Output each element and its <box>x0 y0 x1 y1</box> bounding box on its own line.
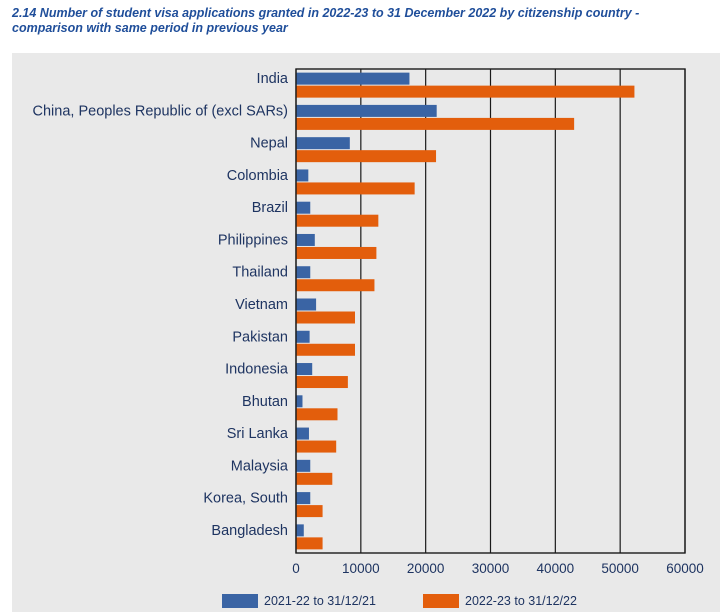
bar-prev-14 <box>296 524 304 537</box>
bar-curr-3 <box>296 182 415 195</box>
category-label: Bhutan <box>242 394 288 410</box>
category-label: Vietnam <box>235 297 288 313</box>
bar-prev-5 <box>296 233 315 246</box>
bar-curr-10 <box>296 408 338 421</box>
bar-prev-2 <box>296 137 350 150</box>
bar-curr-11 <box>296 440 337 453</box>
x-tick-label: 0 <box>292 561 300 576</box>
chart-title: 2.14 Number of student visa applications… <box>12 6 640 35</box>
bar-curr-13 <box>296 505 323 518</box>
bar-prev-0 <box>296 72 410 85</box>
legend-label: 2022-23 to 31/12/22 <box>465 594 577 608</box>
bar-curr-5 <box>296 246 377 259</box>
bar-prev-3 <box>296 169 309 182</box>
category-label: Colombia <box>227 168 289 184</box>
x-tick-label: 60000 <box>666 561 704 576</box>
legend-label: 2021-22 to 31/12/21 <box>264 594 376 608</box>
category-label: Sri Lanka <box>227 426 289 442</box>
category-label: Philippines <box>218 232 288 248</box>
category-label: Brazil <box>252 200 288 216</box>
bar-curr-1 <box>296 117 575 130</box>
category-label: Indonesia <box>225 362 289 378</box>
x-tick-label: 10000 <box>342 561 380 576</box>
bar-prev-9 <box>296 363 313 376</box>
category-label: China, Peoples Republic of (excl SARs) <box>33 103 288 119</box>
bar-prev-1 <box>296 104 437 117</box>
bar-curr-8 <box>296 343 355 356</box>
bar-curr-2 <box>296 150 437 163</box>
x-tick-label: 40000 <box>537 561 575 576</box>
bar-prev-10 <box>296 395 303 408</box>
category-label: Thailand <box>232 265 288 281</box>
bar-prev-4 <box>296 201 311 214</box>
bar-curr-0 <box>296 85 635 98</box>
category-label: Korea, South <box>203 491 288 507</box>
bar-curr-12 <box>296 472 333 485</box>
plot-frame <box>295 68 686 554</box>
legend-swatch-1 <box>423 594 459 608</box>
category-label: India <box>257 71 289 87</box>
bar-prev-8 <box>296 330 310 343</box>
bar-prev-12 <box>296 459 311 472</box>
category-label: Bangladesh <box>211 523 288 539</box>
legend-swatch-0 <box>222 594 258 608</box>
bar-prev-11 <box>296 427 309 440</box>
bar-curr-6 <box>296 279 375 292</box>
category-label: Malaysia <box>231 458 289 474</box>
bar-curr-7 <box>296 311 355 324</box>
x-tick-label: 20000 <box>407 561 445 576</box>
bar-prev-13 <box>296 492 311 505</box>
bar-curr-14 <box>296 537 323 550</box>
x-tick-label: 50000 <box>601 561 639 576</box>
bar-prev-6 <box>296 266 311 279</box>
bar-curr-4 <box>296 214 379 227</box>
category-label: Nepal <box>250 136 288 152</box>
category-label: Pakistan <box>232 329 288 345</box>
x-tick-label: 30000 <box>472 561 510 576</box>
bar-curr-9 <box>296 376 348 389</box>
bar-prev-7 <box>296 298 317 311</box>
